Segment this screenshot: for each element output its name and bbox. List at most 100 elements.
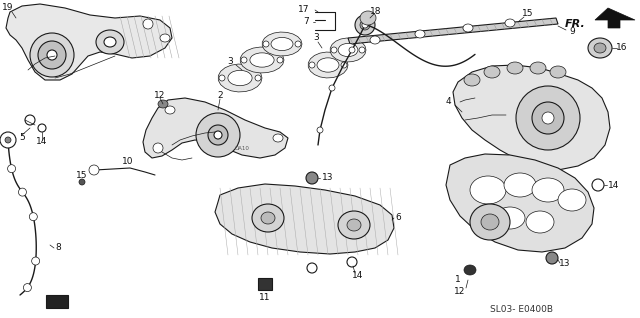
Ellipse shape <box>347 219 361 231</box>
Ellipse shape <box>241 57 247 63</box>
Text: 17: 17 <box>298 5 310 15</box>
Text: 13: 13 <box>323 174 333 183</box>
Ellipse shape <box>271 38 293 51</box>
Ellipse shape <box>592 179 604 191</box>
Ellipse shape <box>362 22 368 28</box>
Polygon shape <box>143 98 288 158</box>
Ellipse shape <box>542 112 554 124</box>
Ellipse shape <box>331 47 337 53</box>
Ellipse shape <box>317 127 323 133</box>
Ellipse shape <box>347 257 357 267</box>
Text: 12: 12 <box>454 287 466 296</box>
Ellipse shape <box>47 50 57 60</box>
Ellipse shape <box>341 62 347 68</box>
Text: 19: 19 <box>3 3 13 12</box>
Ellipse shape <box>208 125 228 145</box>
Ellipse shape <box>158 100 168 108</box>
Text: 3: 3 <box>227 58 233 66</box>
Text: 1: 1 <box>455 275 461 285</box>
Text: FR.: FR. <box>565 19 586 29</box>
Text: 4: 4 <box>445 98 451 107</box>
Ellipse shape <box>504 173 536 197</box>
Ellipse shape <box>8 165 15 173</box>
Ellipse shape <box>594 43 606 53</box>
Ellipse shape <box>196 113 240 157</box>
Text: OA10: OA10 <box>235 146 250 150</box>
Text: 11: 11 <box>259 294 271 302</box>
Ellipse shape <box>250 53 274 67</box>
Ellipse shape <box>546 252 558 264</box>
Ellipse shape <box>550 66 566 78</box>
Text: 9: 9 <box>569 27 575 37</box>
Polygon shape <box>46 295 68 308</box>
Ellipse shape <box>307 263 317 273</box>
Ellipse shape <box>0 132 16 148</box>
Ellipse shape <box>219 75 225 81</box>
Ellipse shape <box>317 58 339 72</box>
Ellipse shape <box>277 57 283 63</box>
Ellipse shape <box>261 212 275 224</box>
Text: 8: 8 <box>55 244 61 252</box>
Ellipse shape <box>355 15 375 35</box>
Text: 2: 2 <box>217 92 223 100</box>
Ellipse shape <box>38 41 66 69</box>
Ellipse shape <box>481 214 499 230</box>
Text: 14: 14 <box>36 137 48 147</box>
Polygon shape <box>262 32 302 56</box>
Ellipse shape <box>153 143 163 153</box>
Text: 5: 5 <box>19 134 25 142</box>
Ellipse shape <box>470 176 506 204</box>
Text: 12: 12 <box>154 91 166 100</box>
Ellipse shape <box>306 172 318 184</box>
Ellipse shape <box>516 86 580 150</box>
Ellipse shape <box>252 204 284 232</box>
Polygon shape <box>6 4 172 80</box>
Ellipse shape <box>505 19 515 27</box>
Ellipse shape <box>104 37 116 47</box>
Ellipse shape <box>370 36 380 44</box>
Polygon shape <box>595 8 635 28</box>
Ellipse shape <box>96 30 124 54</box>
Ellipse shape <box>255 75 261 81</box>
Text: 18: 18 <box>371 8 381 17</box>
Ellipse shape <box>532 178 564 202</box>
Ellipse shape <box>415 30 425 38</box>
Ellipse shape <box>588 38 612 58</box>
Ellipse shape <box>29 213 37 221</box>
Polygon shape <box>330 38 366 62</box>
Ellipse shape <box>532 102 564 134</box>
Ellipse shape <box>143 19 153 29</box>
Ellipse shape <box>507 62 523 74</box>
Polygon shape <box>218 64 262 92</box>
Text: 15: 15 <box>522 10 534 18</box>
Text: 15: 15 <box>76 170 88 179</box>
Ellipse shape <box>495 207 525 229</box>
Ellipse shape <box>338 211 370 239</box>
Ellipse shape <box>165 106 175 114</box>
Polygon shape <box>258 278 272 290</box>
Ellipse shape <box>273 134 283 142</box>
Text: 3: 3 <box>313 33 319 43</box>
Ellipse shape <box>463 24 473 32</box>
Ellipse shape <box>25 115 35 125</box>
Text: 6: 6 <box>395 213 401 223</box>
Polygon shape <box>308 52 348 78</box>
Ellipse shape <box>38 124 46 132</box>
Text: 16: 16 <box>616 44 628 52</box>
Ellipse shape <box>24 284 31 292</box>
Text: 7: 7 <box>303 17 309 26</box>
Ellipse shape <box>309 62 315 68</box>
Ellipse shape <box>464 74 480 86</box>
Ellipse shape <box>484 66 500 78</box>
Ellipse shape <box>295 41 301 47</box>
Ellipse shape <box>526 211 554 233</box>
Text: 14: 14 <box>352 271 364 280</box>
Ellipse shape <box>338 43 358 57</box>
Ellipse shape <box>31 257 40 265</box>
Polygon shape <box>240 47 284 73</box>
Ellipse shape <box>359 47 365 53</box>
Polygon shape <box>348 18 558 44</box>
Text: SL03- E0400B: SL03- E0400B <box>490 306 553 315</box>
Ellipse shape <box>558 189 586 211</box>
Polygon shape <box>215 184 394 254</box>
